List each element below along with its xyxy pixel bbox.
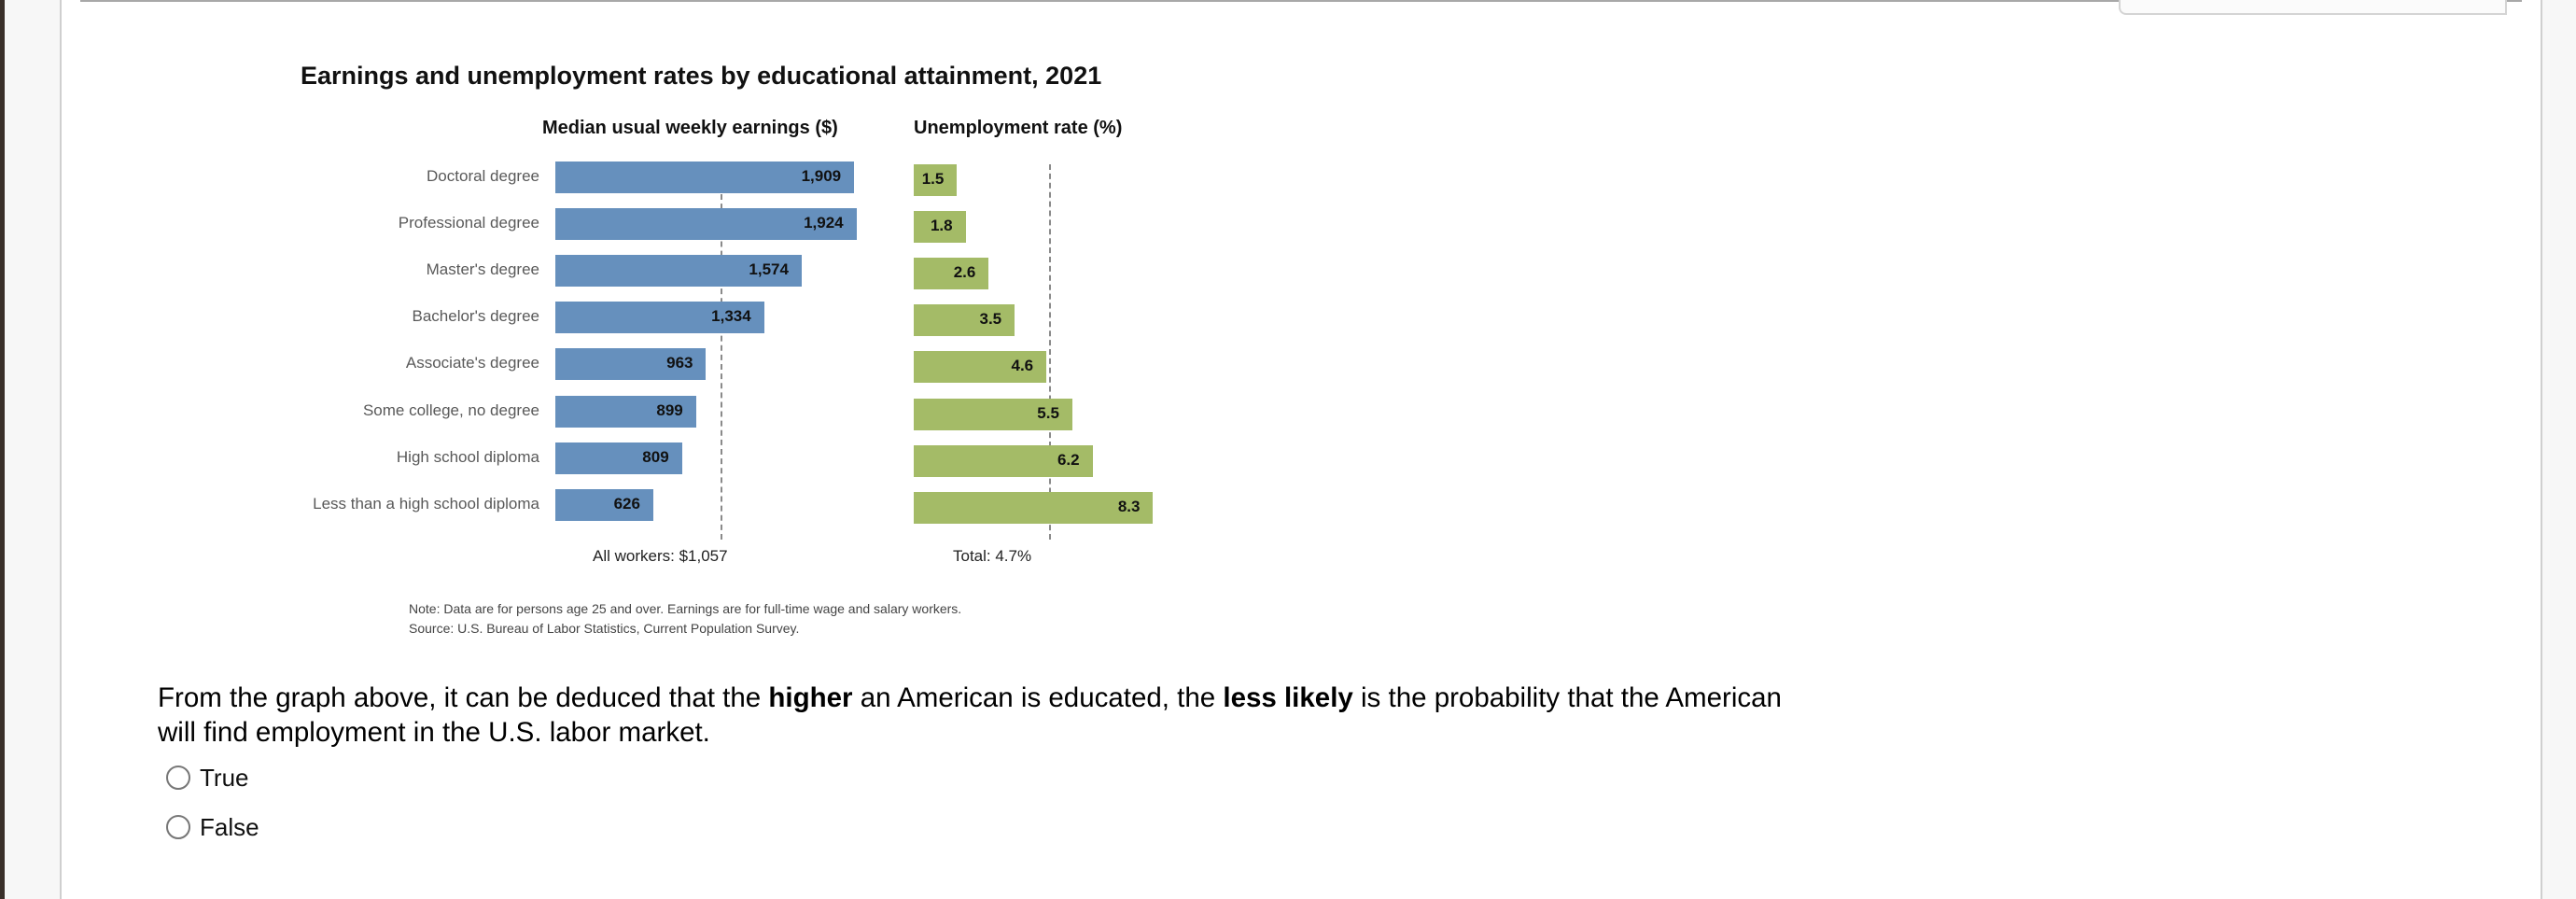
category-label: Less than a high school diploma [313, 494, 539, 513]
earnings-value-label: 1,334 [711, 307, 751, 326]
radio-false[interactable] [166, 815, 190, 839]
question-emphasis: less likely [1223, 682, 1353, 713]
earnings-subtitle: Median usual weekly earnings ($) [542, 118, 838, 138]
category-label: Master's degree [426, 260, 539, 279]
category-label: Bachelor's degree [412, 307, 540, 326]
category-label: Professional degree [398, 214, 539, 232]
top-divider [80, 0, 2522, 2]
unemployment-bar [914, 304, 1015, 337]
chart-source: Source: U.S. Bureau of Labor Statistics,… [409, 621, 800, 636]
earnings-bar [555, 348, 707, 381]
unemployment-reference-label: Total: 4.7% [953, 547, 1032, 565]
left-margin-panel [5, 0, 62, 899]
earnings-value-label: 1,909 [801, 167, 842, 185]
question-text-line1: From the graph above, it can be deduced … [158, 681, 1782, 715]
unemployment-value-label: 4.6 [1011, 357, 1034, 375]
unemployment-bar [914, 258, 989, 290]
category-label: High school diploma [396, 447, 539, 466]
earnings-bar [555, 302, 764, 334]
unemployment-value-label: 6.2 [1057, 450, 1080, 469]
category-label: Some college, no degree [362, 400, 539, 419]
top-right-box [2119, 0, 2507, 15]
unemployment-value-label: 1.8 [930, 217, 953, 235]
window-edge [0, 0, 5, 899]
question-text: is the probability that the American [1352, 682, 1782, 713]
earnings-value-label: 1,924 [804, 214, 844, 232]
question-text: an American is educated, the [852, 682, 1224, 713]
earnings-bar [555, 488, 653, 521]
earnings-value-label: 809 [642, 447, 669, 466]
earnings-bar [555, 442, 682, 474]
unemployment-bar [914, 211, 966, 244]
earnings-value-label: 963 [666, 354, 693, 372]
unemployment-subtitle: Unemployment rate (%) [914, 118, 1123, 138]
unemployment-reference-line [1049, 164, 1052, 540]
unemployment-value-label: 2.6 [953, 263, 976, 282]
category-label: Doctoral degree [427, 167, 539, 185]
right-margin-panel [2541, 0, 2576, 899]
unemployment-value-label: 3.5 [979, 310, 1002, 329]
option-label-false[interactable]: False [200, 813, 259, 841]
earnings-reference-line [721, 194, 723, 540]
chart-title: Earnings and unemployment rates by educa… [301, 62, 1102, 90]
unemployment-value-label: 8.3 [1117, 497, 1141, 515]
unemployment-bar [914, 351, 1047, 384]
earnings-bar [555, 162, 855, 193]
radio-true[interactable] [166, 766, 190, 790]
unemployment-value-label: 5.5 [1037, 403, 1059, 422]
earnings-reference-label: All workers: $1,057 [593, 547, 728, 565]
earnings-bar [555, 208, 857, 241]
unemployment-value-label: 1.5 [921, 170, 945, 188]
chart-note: Note: Data are for persons age 25 and ov… [409, 601, 962, 616]
unemployment-bar [914, 164, 958, 196]
question-text-line2: will find employment in the U.S. labor m… [158, 717, 710, 748]
earnings-bar [555, 395, 696, 428]
question-text: From the graph above, it can be deduced … [158, 682, 769, 713]
unemployment-bar [914, 444, 1093, 477]
question-emphasis: higher [768, 682, 853, 713]
earnings-value-label: 626 [613, 494, 640, 513]
earnings-value-label: 1,574 [749, 260, 789, 279]
unemployment-bar [914, 398, 1072, 430]
unemployment-bar [914, 491, 1154, 524]
earnings-bar [555, 255, 802, 288]
option-label-true[interactable]: True [200, 764, 249, 792]
category-label: Associate's degree [405, 354, 539, 372]
earnings-value-label: 899 [656, 400, 683, 419]
